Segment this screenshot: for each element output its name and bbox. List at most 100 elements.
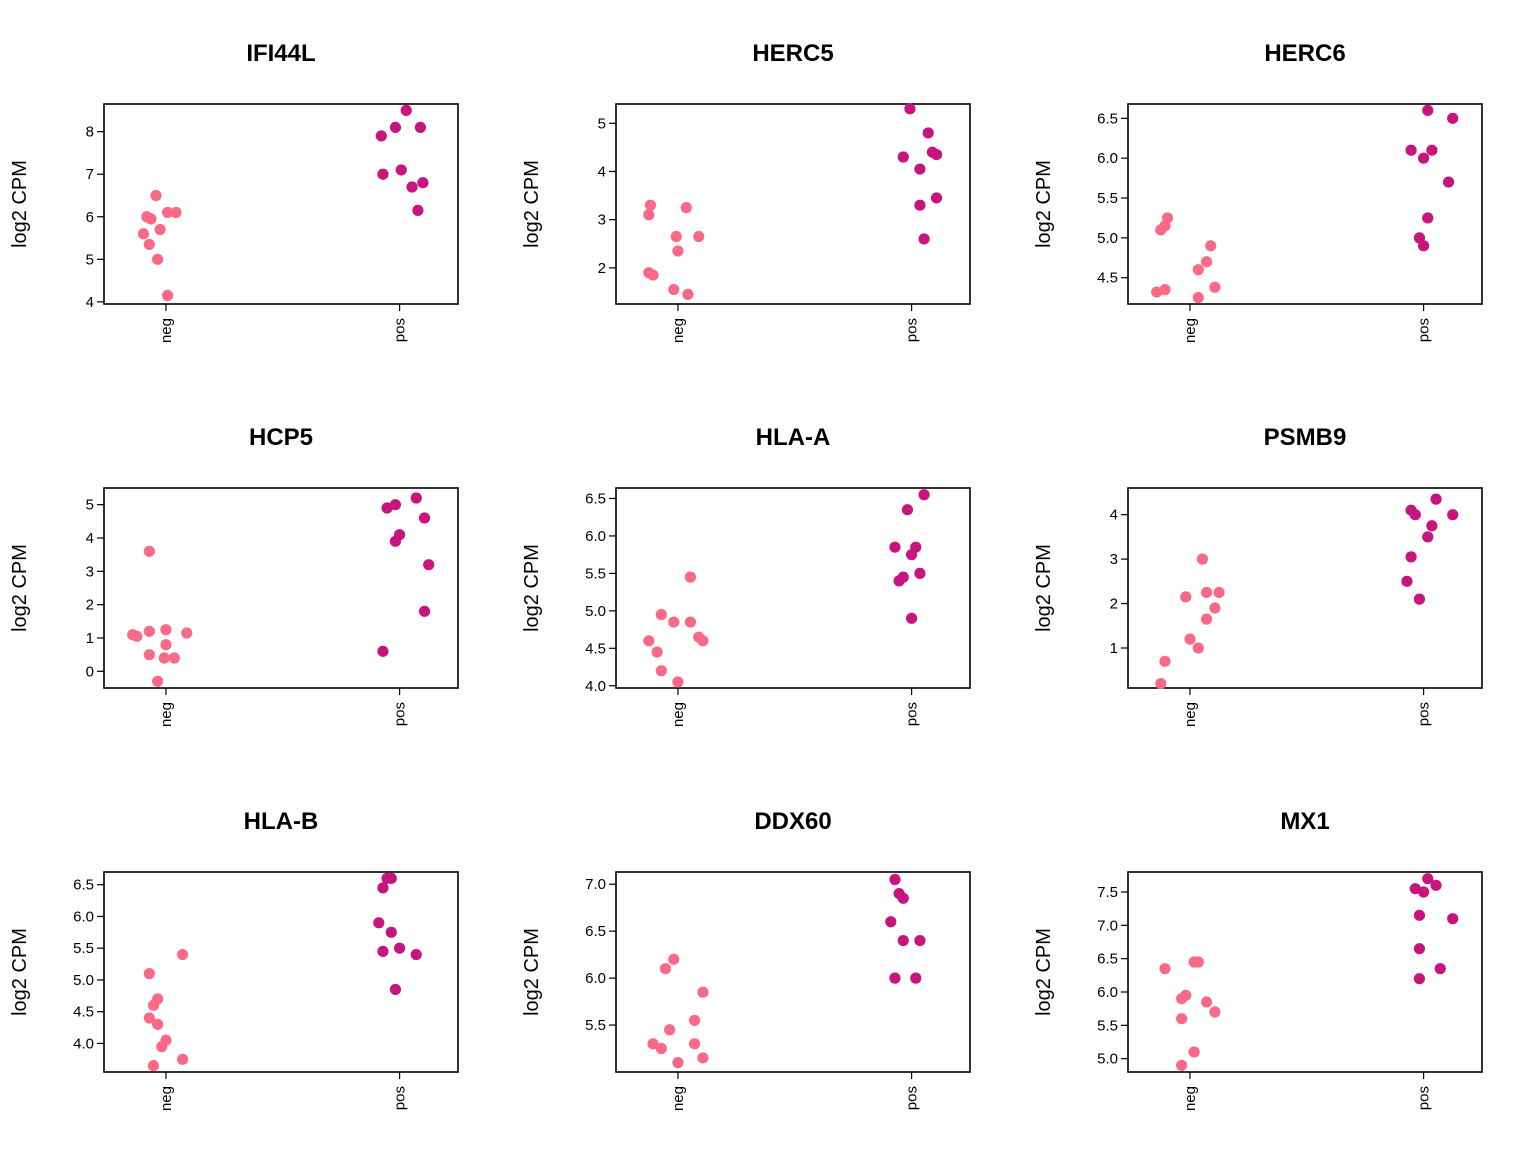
data-point-neg	[697, 986, 709, 998]
data-point-neg	[1188, 1046, 1200, 1058]
data-point-neg	[1176, 1013, 1188, 1025]
data-point-neg	[162, 206, 174, 219]
data-point-neg	[1159, 655, 1171, 667]
y-axis-label: log2 CPM	[1033, 544, 1055, 632]
data-point-neg	[170, 206, 182, 219]
x-tick-label-pos: pos	[904, 702, 921, 726]
data-point-neg	[168, 652, 180, 664]
x-tick-label-pos: pos	[904, 318, 921, 342]
x-tick-label-neg: neg	[1182, 318, 1199, 343]
y-tick-label: 4.0	[585, 678, 606, 695]
x-tick-label-neg: neg	[670, 318, 687, 343]
y-tick-label: 2	[86, 597, 94, 614]
data-point-neg	[688, 1038, 701, 1050]
x-tick-label-pos: pos	[392, 702, 409, 726]
y-tick-label: 4.5	[585, 640, 606, 657]
data-point-pos	[389, 983, 402, 996]
data-point-neg	[1176, 993, 1188, 1005]
y-axis-label: log2 CPM	[521, 928, 543, 1016]
x-tick-label-neg: neg	[158, 318, 175, 343]
y-tick-label: 6.5	[73, 877, 94, 894]
panel-title: DDX60	[754, 808, 831, 835]
data-point-pos	[377, 882, 389, 894]
data-point-neg	[176, 948, 189, 961]
data-point-pos	[373, 917, 385, 929]
data-point-pos	[1413, 973, 1426, 985]
panel-herc5: HERC5 log2 CPM 2 3 4 5 neg pos	[521, 40, 971, 343]
y-tick-label: 5.5	[585, 1017, 606, 1034]
data-point-pos	[377, 945, 389, 957]
data-point-neg	[1200, 256, 1213, 268]
y-tick-label: 4	[598, 163, 606, 180]
x-tick-label-neg: neg	[158, 702, 175, 727]
x-tick-label-neg: neg	[1182, 702, 1199, 727]
data-point-pos	[377, 645, 389, 657]
data-point-neg	[145, 213, 157, 225]
x-tick-label-pos: pos	[1416, 702, 1433, 726]
data-point-neg	[176, 1053, 189, 1065]
data-point-neg	[158, 652, 170, 664]
data-point-pos	[417, 177, 429, 189]
data-point-neg	[672, 676, 684, 688]
y-tick-label: 6.5	[585, 490, 606, 507]
data-point-neg	[156, 1041, 168, 1053]
x-tick-label-pos: pos	[1416, 318, 1433, 342]
y-tick-label: 5.5	[1097, 1017, 1118, 1034]
y-tick-label: 5.5	[585, 565, 606, 582]
data-point-neg	[697, 635, 709, 647]
data-point-pos	[410, 492, 422, 504]
data-point-neg	[1196, 553, 1209, 565]
data-point-neg	[1192, 264, 1204, 276]
data-point-pos	[1409, 509, 1421, 521]
data-point-neg	[672, 1057, 684, 1069]
data-point-pos	[1413, 943, 1426, 955]
y-tick-label: 4	[86, 530, 94, 547]
data-point-pos	[395, 164, 407, 176]
data-point-neg	[1192, 642, 1204, 654]
data-point-pos	[400, 104, 412, 116]
plot-frame	[103, 103, 459, 305]
y-tick-label: 1	[86, 630, 94, 647]
y-tick-label: 6.0	[585, 528, 606, 545]
data-point-pos	[1417, 152, 1430, 164]
data-point-neg	[670, 230, 682, 243]
y-axis-label: log2 CPM	[1033, 160, 1055, 248]
data-point-pos	[885, 916, 897, 928]
panel-title: HERC6	[1264, 40, 1345, 67]
data-point-pos	[1447, 112, 1459, 124]
data-point-pos	[414, 121, 426, 134]
data-point-neg	[668, 283, 680, 296]
y-tick-label: 7.0	[585, 876, 606, 893]
plot-frame	[1127, 103, 1483, 305]
data-point-neg	[1192, 292, 1204, 304]
data-point-pos	[918, 233, 930, 245]
data-point-pos	[897, 934, 909, 947]
y-tick-label: 7.5	[1097, 884, 1118, 901]
data-point-neg	[655, 665, 667, 677]
y-axis-label: log2 CPM	[521, 160, 543, 248]
data-point-neg	[143, 1012, 155, 1024]
data-point-neg	[162, 289, 174, 302]
plot-frame	[615, 871, 971, 1073]
data-point-pos	[905, 549, 918, 561]
plot-frame	[1127, 487, 1483, 689]
panel-herc6: HERC6 log2 CPM 4.5 5.0 5.5 6.0 6.5 neg pos	[1033, 40, 1483, 343]
data-point-neg	[1209, 1006, 1221, 1018]
x-tick-label-pos: pos	[904, 1086, 921, 1110]
data-point-neg	[154, 223, 166, 236]
data-point-pos	[1417, 886, 1430, 898]
data-point-neg	[668, 616, 680, 628]
data-point-neg	[143, 967, 155, 980]
data-point-neg	[655, 1042, 667, 1055]
data-point-neg	[1209, 281, 1221, 293]
y-tick-label: 2	[598, 260, 606, 277]
data-point-neg	[680, 202, 692, 214]
y-tick-label: 6	[86, 209, 94, 226]
x-tick-label-neg: neg	[158, 1086, 175, 1111]
y-tick-label: 4.0	[73, 1035, 94, 1052]
data-point-pos	[389, 121, 402, 134]
x-tick-label-pos: pos	[392, 318, 409, 342]
data-point-pos	[1447, 913, 1459, 925]
x-tick-label-pos: pos	[392, 1086, 409, 1110]
